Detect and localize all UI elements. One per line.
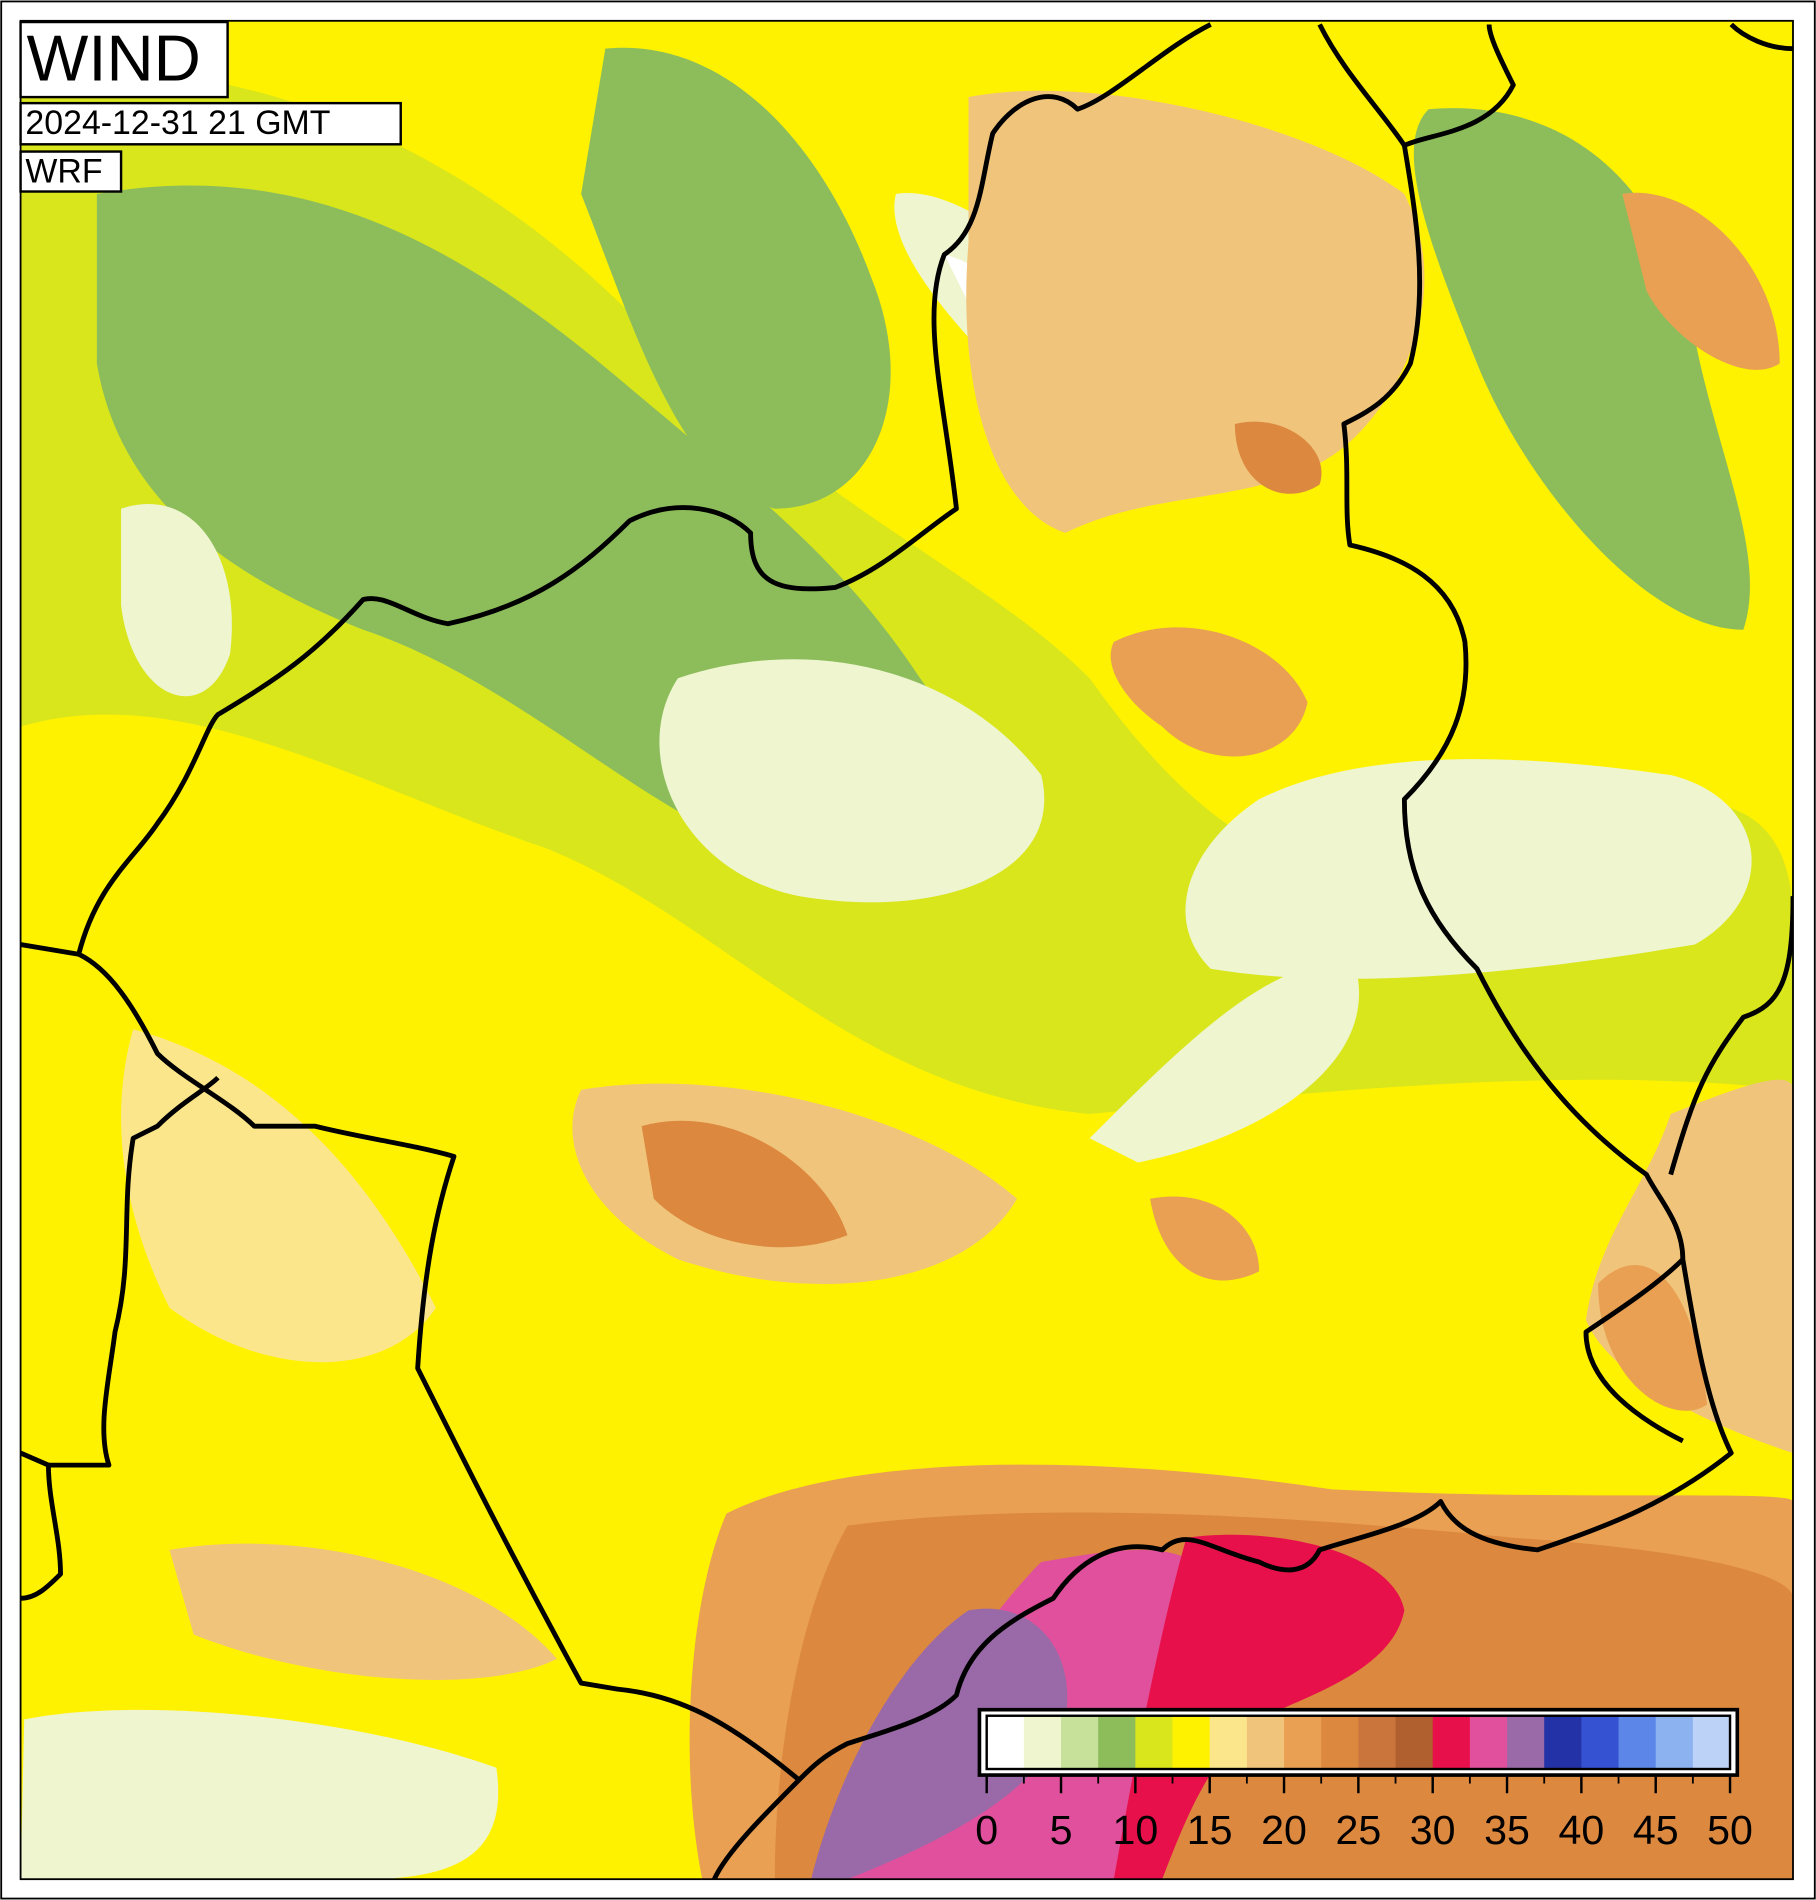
map-frame — [19, 19, 1794, 1881]
colorbar-swatch — [1061, 1715, 1099, 1770]
colorbar-tick-label: 35 — [1484, 1807, 1530, 1853]
colorbar-tick-label: 30 — [1410, 1807, 1456, 1853]
colorbar-swatch — [1209, 1715, 1248, 1770]
time-box — [19, 101, 402, 146]
colorbar-border — [985, 1714, 1732, 1771]
model-box — [19, 150, 123, 193]
colorbar-tick-label: 40 — [1558, 1807, 1604, 1853]
colorbar-swatch — [1507, 1715, 1545, 1770]
colorbar-tick-label: 10 — [1112, 1807, 1158, 1853]
title: WIND — [27, 21, 201, 94]
wind-field — [20, 20, 1793, 1880]
colorbar-swatch — [1172, 1715, 1211, 1770]
colorbar-tick-label: 50 — [1707, 1807, 1753, 1853]
colorbar-swatch — [1135, 1715, 1174, 1770]
colorbar: 0 5 10 15 20 25 30 35 40 45 50 — [975, 1707, 1753, 1853]
colorbar-swatch — [1655, 1715, 1694, 1770]
model-name: WRF — [25, 152, 102, 190]
colorbar-swatch — [1246, 1715, 1285, 1770]
colorbar-swatch — [1098, 1715, 1136, 1770]
colorbar-swatch — [1618, 1715, 1657, 1770]
title-box — [19, 20, 229, 99]
colorbar-tick-label: 15 — [1187, 1807, 1233, 1853]
colorbar-tick-label: 45 — [1633, 1807, 1679, 1853]
colorbar-swatch — [1544, 1715, 1582, 1770]
colorbar-swatch — [1284, 1715, 1322, 1770]
borders — [20, 22, 1793, 1880]
valid-time: 2024-12-31 21 GMT — [25, 104, 330, 142]
colorbar-swatch — [1395, 1715, 1434, 1770]
colorbar-swatch — [1469, 1715, 1508, 1770]
colorbar-tick-label: 20 — [1261, 1807, 1307, 1853]
colorbar-swatch — [1023, 1715, 1062, 1770]
colorbar-swatch — [1432, 1715, 1471, 1770]
colorbar-tick-label: 0 — [975, 1807, 998, 1853]
colorbar-swatch — [986, 1715, 1025, 1770]
colorbar-swatch — [1321, 1715, 1359, 1770]
colorbar-tick-label: 5 — [1050, 1807, 1073, 1853]
colorbar-tick-label: 25 — [1335, 1807, 1381, 1853]
colorbar-swatch — [1358, 1715, 1397, 1770]
colorbar-swatch — [1581, 1715, 1620, 1770]
colorbar-swatch — [1692, 1715, 1731, 1770]
